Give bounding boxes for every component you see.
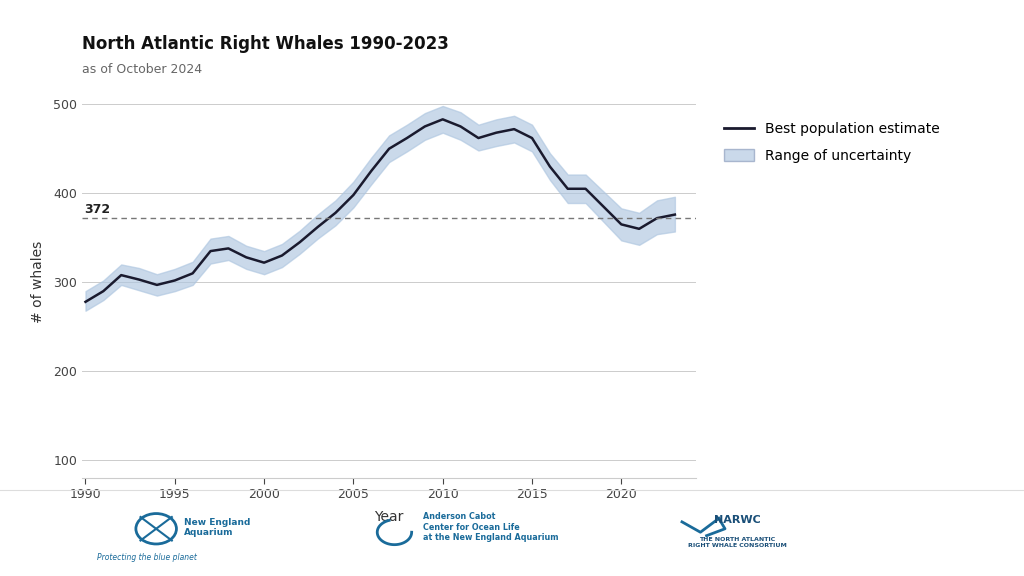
Text: NARWC: NARWC xyxy=(714,516,761,525)
X-axis label: Year: Year xyxy=(375,510,403,524)
Text: Protecting the blue planet: Protecting the blue planet xyxy=(97,554,197,562)
Text: New England
Aquarium: New England Aquarium xyxy=(184,518,250,537)
Text: THE NORTH ATLANTIC
RIGHT WHALE CONSORTIUM: THE NORTH ATLANTIC RIGHT WHALE CONSORTIU… xyxy=(688,537,786,548)
Y-axis label: # of whales: # of whales xyxy=(31,241,45,323)
Text: North Atlantic Right Whales 1990-2023: North Atlantic Right Whales 1990-2023 xyxy=(82,35,449,52)
Text: 372: 372 xyxy=(84,203,110,217)
Text: Anderson Cabot
Center for Ocean Life
at the New England Aquarium: Anderson Cabot Center for Ocean Life at … xyxy=(423,513,559,542)
Text: as of October 2024: as of October 2024 xyxy=(82,63,202,77)
Legend: Best population estimate, Range of uncertainty: Best population estimate, Range of uncer… xyxy=(724,122,940,162)
